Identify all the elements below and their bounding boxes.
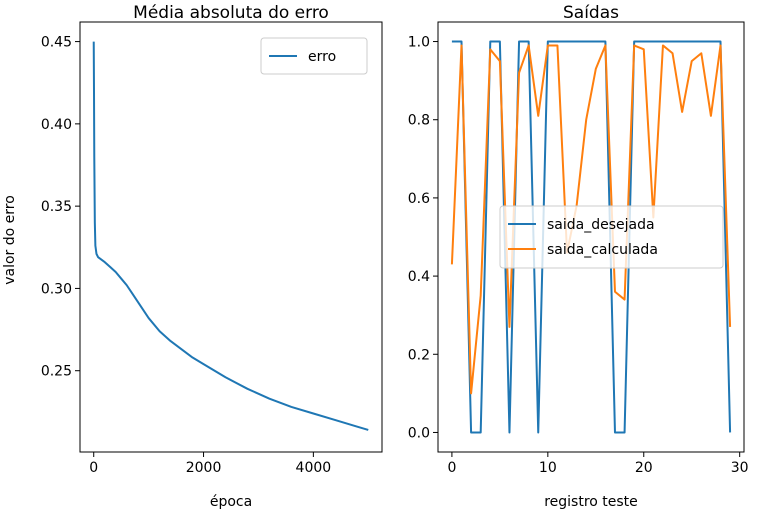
mark-layer [92, 41, 369, 431]
x-axis-label: época [210, 494, 252, 510]
y-axis-label: valor do erro [2, 195, 18, 285]
y-tick-label: 0.8 [408, 113, 430, 129]
x-tick-label: 2000 [186, 460, 222, 476]
series-line-erro [92, 41, 369, 431]
y-tick-label: 0.35 [41, 199, 72, 215]
legend-label: erro [308, 49, 336, 65]
x-tick-label: 0 [89, 460, 98, 476]
tick-layer: 0 10 20 30 0.0 0.2 0.4 0.6 0.8 1.0 [408, 35, 749, 476]
y-tick-label: 0.0 [408, 425, 430, 441]
legend-box [260, 37, 368, 75]
error-chart: Média absoluta do erro valor do erro épo… [2, 3, 383, 510]
chart-title: Saídas [563, 3, 619, 23]
mark-layer [450, 40, 732, 434]
y-tick-label: 0.6 [408, 191, 430, 207]
x-tick-label: 10 [539, 460, 557, 476]
series-line-saida-calculada [450, 44, 732, 395]
legend: saida_desejada saida_calculada [499, 205, 724, 269]
y-tick-label: 0.2 [408, 347, 430, 363]
chart-title: Média absoluta do erro [133, 3, 329, 23]
x-tick-label: 4000 [296, 460, 332, 476]
x-tick-label: 20 [635, 460, 653, 476]
y-tick-label: 0.40 [41, 117, 72, 133]
x-axis-label: registro teste [544, 494, 638, 510]
y-tick-label: 0.30 [41, 281, 72, 297]
tick-layer: 0 2000 4000 0.25 0.30 0.35 0.40 0.45 [41, 35, 331, 476]
x-tick-label: 30 [731, 460, 749, 476]
x-tick-label: 0 [447, 460, 456, 476]
axes-frame [437, 21, 745, 453]
legend-label: saida_calculada [547, 242, 658, 258]
y-tick-label: 1.0 [408, 35, 430, 51]
y-tick-label: 0.4 [408, 269, 430, 285]
series-line-saida-desejada [451, 40, 732, 434]
outputs-chart: Saídas registro teste 0 10 20 30 0.0 0.2 0.4 0.… [408, 3, 749, 510]
legend-label: saida_desejada [547, 217, 655, 233]
legend: erro [260, 37, 368, 75]
y-tick-label: 0.25 [41, 364, 72, 380]
legend-box [499, 205, 724, 269]
axes-frame [79, 21, 383, 453]
y-tick-label: 0.45 [41, 35, 72, 51]
